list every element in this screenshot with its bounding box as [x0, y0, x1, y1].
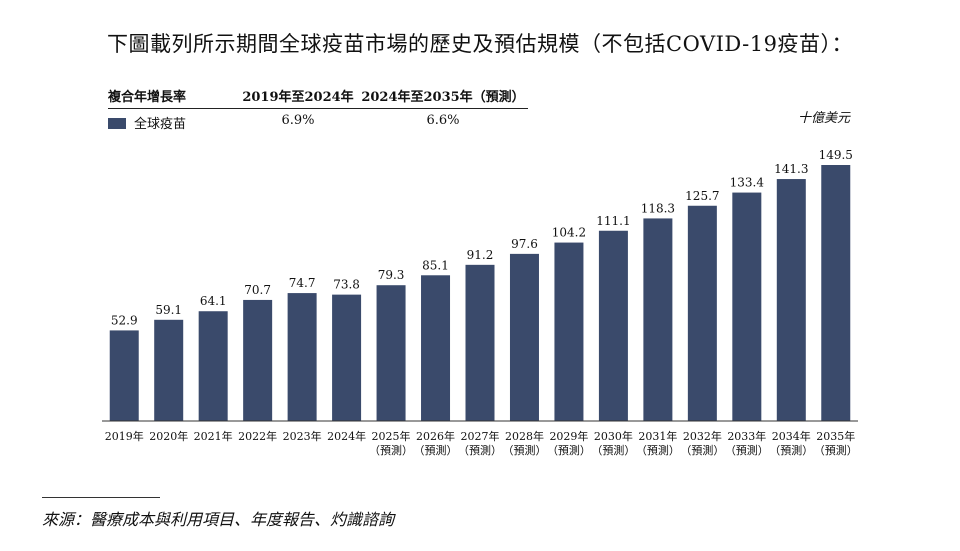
x-tick-label: 2020年 [149, 429, 188, 443]
x-tick-label: 2023年 [283, 429, 322, 443]
bar-value-label: 59.1 [155, 303, 182, 317]
bar [821, 165, 851, 421]
bar [732, 192, 762, 421]
cagr-header-period-1: 2019年至2024年 [242, 90, 354, 105]
bar [465, 264, 495, 421]
x-tick-label: 2024年 [327, 429, 366, 443]
bar [554, 242, 584, 421]
source-note: 來源：醫療成本與利用項目、年度報告、灼識諮詢 [42, 510, 395, 529]
x-tick-label: 2031年 [638, 429, 677, 443]
x-tick-forecast-label: （預測） [636, 443, 680, 457]
x-tick-label: 2032年 [683, 429, 722, 443]
x-tick-label: 2027年 [461, 429, 500, 443]
x-tick-label: 2022年 [238, 429, 277, 443]
x-tick-label: 2030年 [594, 429, 633, 443]
bar-value-label: 141.3 [774, 162, 808, 176]
cagr-value-1: 6.9% [281, 113, 315, 128]
cagr-header-row: 複合年增長率 2019年至2024年 2024年至2035年（預測） [108, 86, 528, 109]
x-tick-label: 2025年 [372, 429, 411, 443]
cagr-value-2: 6.6% [426, 113, 460, 128]
chart-title: 下圖載列所示期間全球疫苗市場的歷史及預估規模（不包括COVID-19疫苗）： [107, 32, 853, 56]
bar [332, 294, 362, 421]
x-tick-forecast-label: （預測） [369, 443, 413, 457]
bar-value-label: 79.3 [378, 268, 405, 282]
cagr-header-period-2: 2024年至2035年（預測） [361, 90, 525, 105]
bar [109, 330, 139, 421]
bar-value-label: 91.2 [467, 248, 494, 262]
bar-value-label: 73.8 [333, 278, 360, 292]
bar [509, 253, 539, 421]
x-tick-label: 2028年 [505, 429, 544, 443]
bar-value-label: 64.1 [200, 294, 227, 308]
x-tick-forecast-label: （預測） [591, 443, 635, 457]
bar-value-label: 104.2 [552, 226, 586, 240]
bar [687, 205, 717, 421]
x-tick-forecast-label: （預測） [769, 443, 813, 457]
unit-label: 十億美元 [797, 111, 850, 126]
bar [776, 179, 806, 421]
bar [287, 293, 317, 421]
bar [198, 311, 228, 421]
bar-value-label: 111.1 [596, 214, 630, 228]
x-tick-label: 2029年 [549, 429, 588, 443]
x-tick-label: 2035年 [816, 429, 855, 443]
x-tick-label: 2033年 [727, 429, 766, 443]
bar-value-label: 125.7 [685, 189, 719, 203]
bar [643, 218, 673, 421]
x-tick-forecast-label: （預測） [547, 443, 591, 457]
x-tick-forecast-label: （預測） [458, 443, 502, 457]
bar-value-label: 97.6 [511, 237, 538, 251]
bar [154, 319, 184, 421]
x-tick-label: 2021年 [194, 429, 233, 443]
x-tick-forecast-label: （預測） [725, 443, 769, 457]
legend-label: 全球疫苗 [134, 117, 187, 132]
x-tick-forecast-label: （預測） [814, 443, 858, 457]
footnote-rule [42, 497, 160, 498]
x-tick-forecast-label: （預測） [502, 443, 546, 457]
x-tick-label: 2034年 [772, 429, 811, 443]
bar-value-label: 85.1 [422, 258, 449, 272]
bar [376, 285, 406, 421]
bar-value-label: 133.4 [730, 176, 765, 190]
x-tick-forecast-label: （預測） [680, 443, 724, 457]
bar [598, 230, 628, 421]
bar-value-label: 118.3 [641, 201, 675, 215]
cagr-header-label: 複合年增長率 [108, 90, 187, 105]
bar-value-label: 149.5 [819, 148, 853, 162]
legend-entry: 全球疫苗 [108, 113, 238, 132]
bar-value-label: 52.9 [111, 313, 138, 327]
bar [243, 299, 273, 421]
cagr-data-row: 全球疫苗 6.9% 6.6% [108, 109, 528, 132]
x-tick-label: 2019年 [105, 429, 144, 443]
bar [421, 275, 451, 421]
cagr-table: 複合年增長率 2019年至2024年 2024年至2035年（預測） 全球疫苗 … [108, 86, 528, 132]
x-tick-label: 2026年 [416, 429, 455, 443]
x-tick-forecast-label: （預測） [414, 443, 458, 457]
bar-value-label: 70.7 [244, 283, 271, 297]
legend-swatch [108, 118, 126, 129]
bar-value-label: 74.7 [289, 276, 316, 290]
